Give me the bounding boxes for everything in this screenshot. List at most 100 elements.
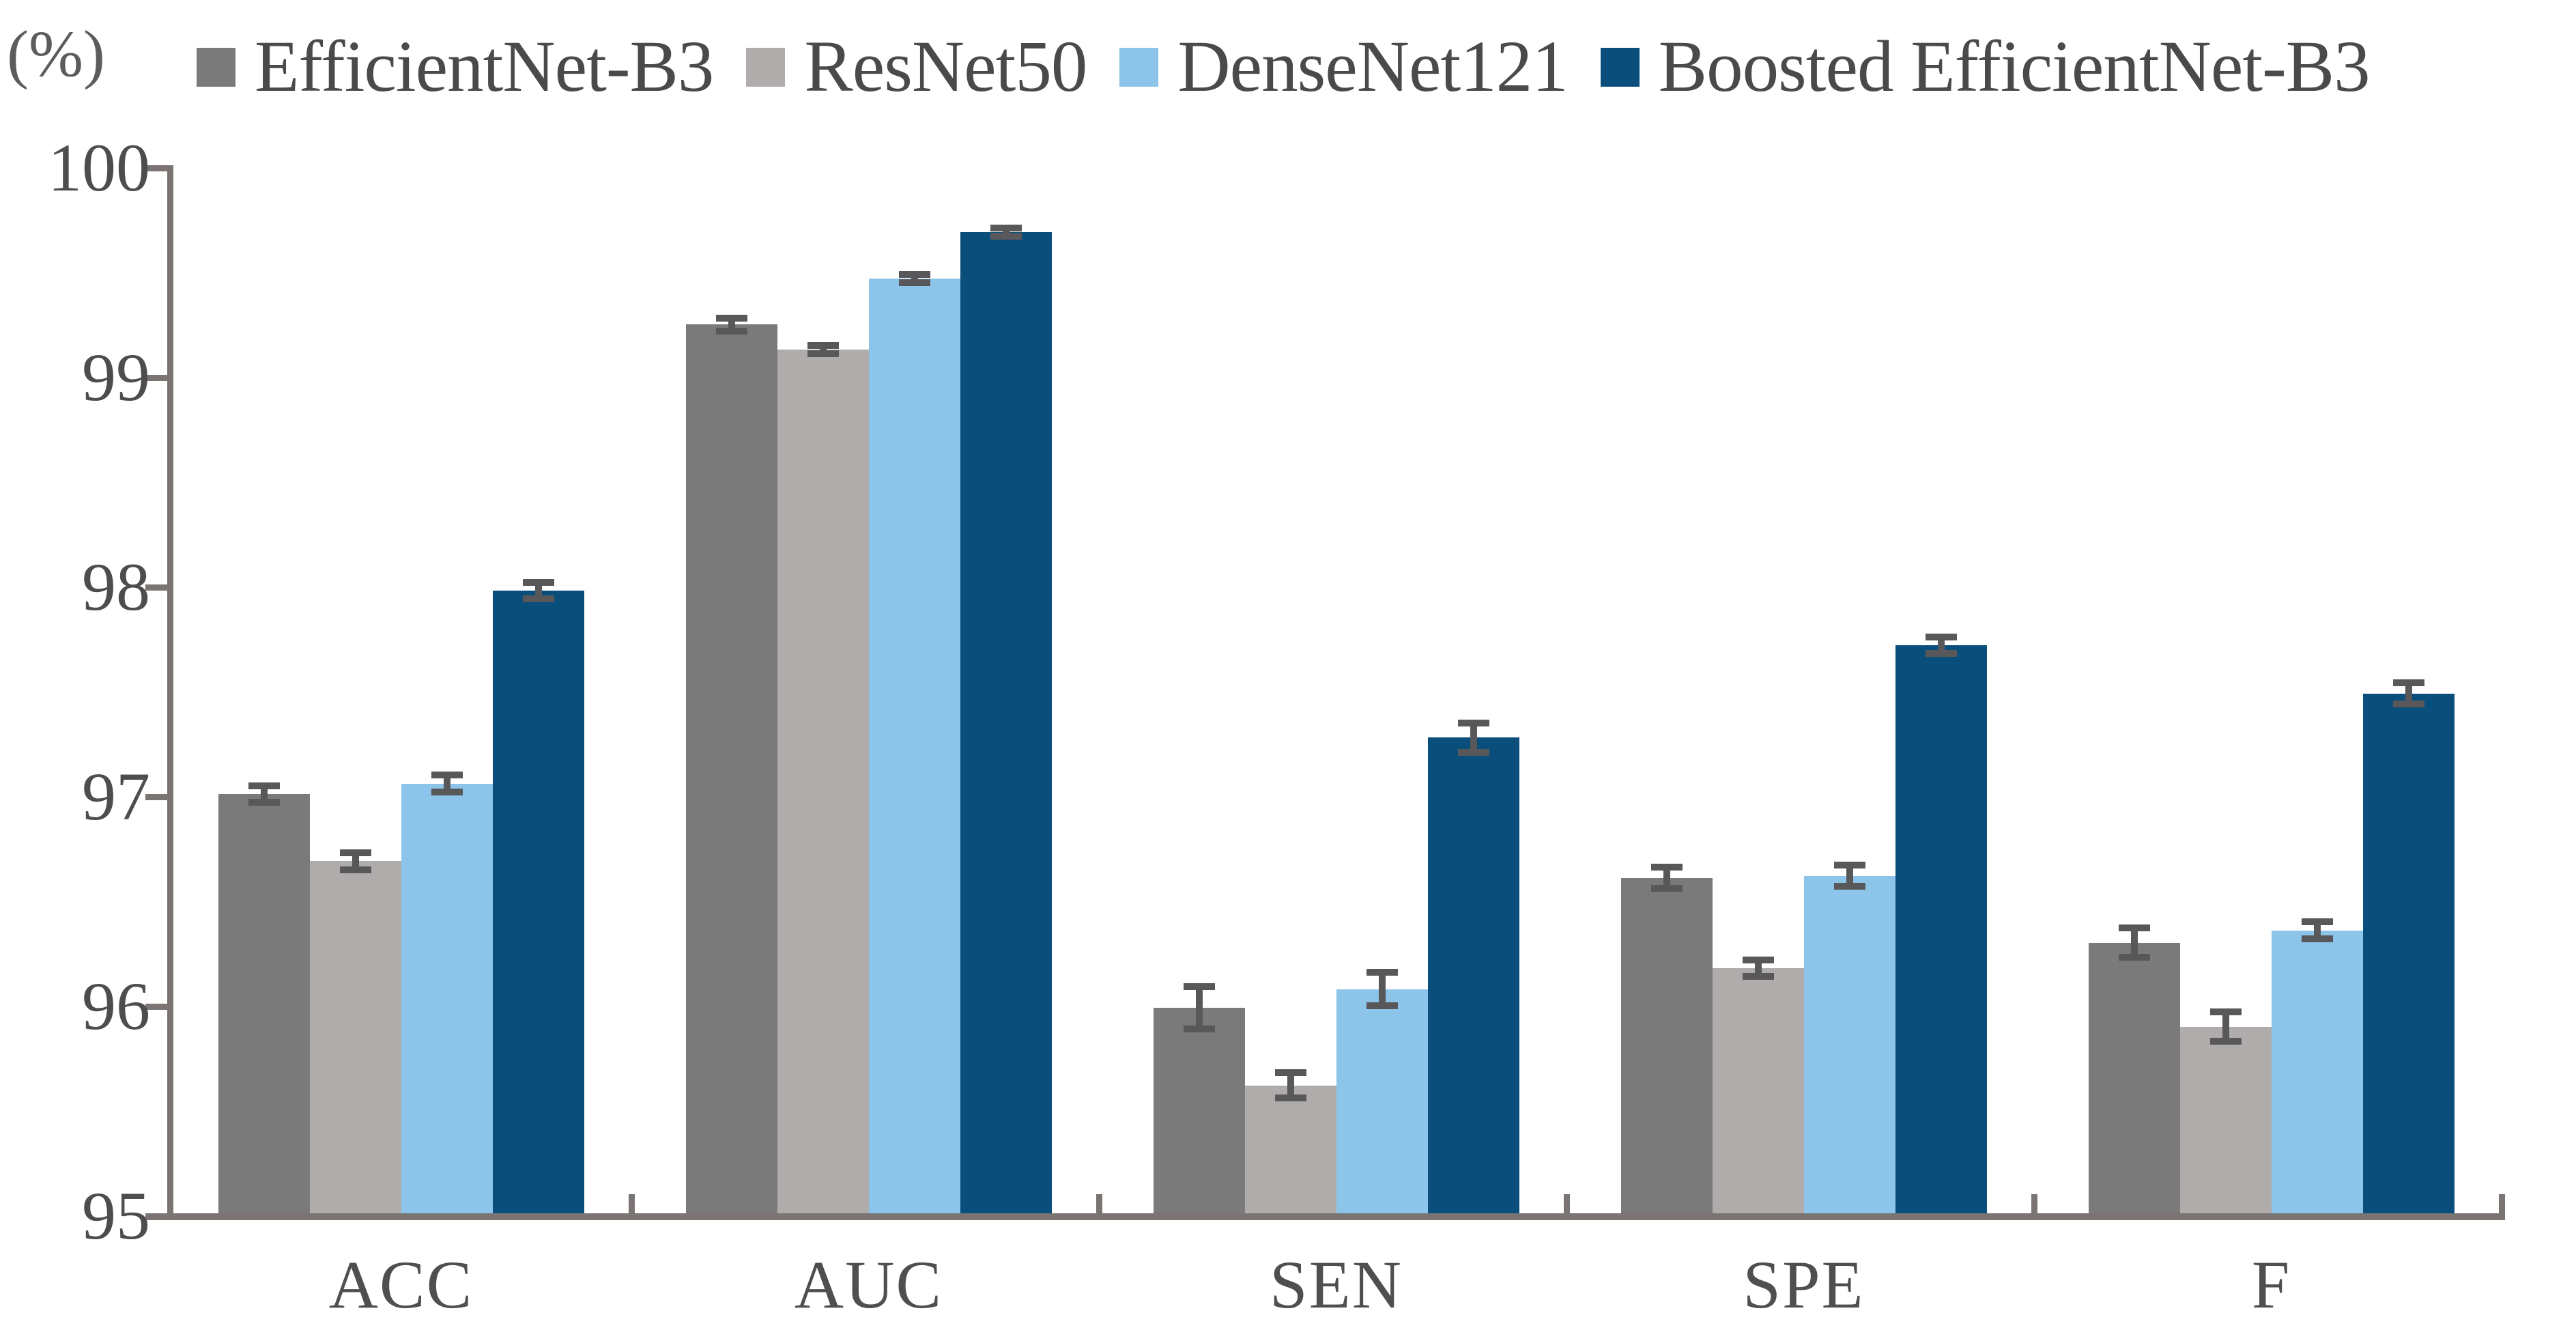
error-bar-cap-bottom <box>1925 650 1957 658</box>
error-bar-cap-top <box>1274 1069 1306 1077</box>
bar-f-boosted-efficientnet-b3 <box>2362 693 2455 1213</box>
y-axis-tick <box>145 375 167 381</box>
x-axis-boundary-tick <box>1564 1194 1570 1213</box>
error-bar-cap-bottom <box>522 595 554 603</box>
bar-spe-densenet121 <box>1803 875 1895 1213</box>
error-bar-whisker <box>1378 972 1386 1006</box>
legend-label: Boosted EfficientNet-B3 <box>1658 26 2371 107</box>
y-axis-tick-label: 98 <box>82 549 150 625</box>
bar-f-resnet50 <box>2179 1026 2272 1213</box>
x-axis-category-label: SPE <box>1743 1247 1865 1323</box>
error-bar-cap-top <box>1742 956 1774 963</box>
legend-swatch-icon <box>197 47 235 87</box>
x-axis-category-label: AUC <box>794 1247 943 1323</box>
bar-auc-densenet121 <box>868 278 960 1213</box>
x-axis-boundary-tick <box>629 1194 635 1213</box>
bar-spe-boosted-efficientnet-b3 <box>1895 645 1987 1213</box>
error-bar-cap-bottom <box>715 327 747 335</box>
error-bar-cap-top <box>1183 983 1215 991</box>
x-axis-category-label: SEN <box>1270 1247 1403 1323</box>
y-axis-tick <box>145 584 167 591</box>
legend-item-densenet121: DenseNet121 <box>1119 26 1569 107</box>
bar-acc-efficientnet-b3 <box>218 794 310 1213</box>
error-bar-whisker <box>1195 987 1203 1029</box>
x-axis-category-label: ACC <box>328 1247 474 1323</box>
error-bar-cap-bottom <box>2392 700 2424 707</box>
y-axis-tick-label: 95 <box>82 1178 150 1254</box>
error-bar-whisker <box>728 318 735 331</box>
legend-swatch-icon <box>1600 47 1640 87</box>
error-bar-whisker <box>1663 867 1670 889</box>
error-bar-cap-top <box>431 772 463 779</box>
bar-sen-efficientnet-b3 <box>1153 1008 1245 1213</box>
bar-acc-densenet121 <box>401 783 493 1213</box>
error-bar-cap-top <box>1833 862 1865 869</box>
y-axis-line <box>167 165 173 1220</box>
error-bar-cap-bottom <box>898 279 930 286</box>
x-axis-boundary-tick <box>2031 1194 2037 1213</box>
y-axis-tick-label: 97 <box>82 759 150 834</box>
error-bar-cap-bottom <box>1274 1094 1306 1102</box>
error-bar-cap-bottom <box>807 350 839 358</box>
legend-label: DenseNet121 <box>1177 26 1568 107</box>
y-axis-tick-label: 96 <box>82 968 150 1044</box>
error-bar-cap-top <box>807 342 839 350</box>
error-bar-cap-bottom <box>1457 748 1489 756</box>
x-axis-boundary-tick <box>1096 1194 1102 1213</box>
error-bar-whisker <box>1002 228 1010 237</box>
legend: EfficientNet-B3 ResNet50 DenseNet121 Booste… <box>197 25 2371 109</box>
error-bar-cap-top <box>339 849 371 856</box>
bar-spe-efficientnet-b3 <box>1620 877 1713 1213</box>
error-bar-cap-bottom <box>1742 973 1774 980</box>
x-axis-line <box>145 1213 2505 1220</box>
error-bar-cap-bottom <box>2118 954 2150 961</box>
y-axis-tick-label: 99 <box>82 339 150 415</box>
error-bar-whisker <box>260 785 268 803</box>
error-bar-whisker <box>1937 636 1945 654</box>
y-axis-tick <box>145 165 167 171</box>
error-bar-whisker <box>2130 928 2138 958</box>
error-bar-cap-top <box>1366 968 1398 976</box>
bar-acc-resnet50 <box>309 861 401 1213</box>
y-axis-tick-label: 100 <box>48 130 150 206</box>
error-bar-whisker <box>1287 1073 1294 1099</box>
legend-swatch-icon <box>1119 47 1159 87</box>
error-bar-cap-top <box>2209 1008 2242 1016</box>
error-bar-cap-bottom <box>1650 885 1683 892</box>
error-bar-whisker <box>911 274 918 283</box>
bar-sen-resnet50 <box>1244 1085 1336 1213</box>
legend-label: EfficientNet-B3 <box>255 26 714 107</box>
bar-f-densenet121 <box>2271 930 2363 1213</box>
bar-sen-densenet121 <box>1336 989 1428 1213</box>
y-axis-tick <box>145 794 167 800</box>
error-bar-cap-top <box>990 225 1022 232</box>
error-bar-cap-bottom <box>248 799 280 806</box>
legend-swatch-icon <box>746 47 786 87</box>
error-bar-whisker <box>1470 722 1477 752</box>
error-bar-cap-top <box>2118 924 2150 932</box>
error-bar-whisker <box>1846 865 1853 887</box>
legend-item-boosted-efficientnet-b3: Boosted EfficientNet-B3 <box>1600 26 2371 107</box>
error-bar-cap-bottom <box>2301 935 2333 942</box>
error-bar-cap-top <box>1650 864 1683 871</box>
error-bar-whisker <box>819 345 827 354</box>
error-bar-cap-top <box>248 782 280 789</box>
bar-f-efficientnet-b3 <box>2088 942 2180 1213</box>
legend-item-efficientnet-b3: EfficientNet-B3 <box>197 26 714 107</box>
bar-auc-boosted-efficientnet-b3 <box>960 232 1052 1213</box>
y-axis-unit-label: (%) <box>7 17 105 90</box>
error-bar-cap-bottom <box>2209 1038 2242 1045</box>
error-bar-cap-bottom <box>1366 1002 1398 1010</box>
error-bar-cap-bottom <box>339 866 371 873</box>
bar-auc-efficientnet-b3 <box>685 324 777 1213</box>
error-bar-cap-bottom <box>1183 1025 1215 1032</box>
bar-auc-resnet50 <box>777 350 869 1213</box>
error-bar-whisker <box>352 852 359 870</box>
error-bar-whisker <box>534 582 542 599</box>
y-axis-tick <box>145 1004 167 1010</box>
bar-spe-resnet50 <box>1712 967 1804 1213</box>
legend-item-resnet50: ResNet50 <box>746 30 1087 104</box>
error-bar-cap-top <box>898 270 930 278</box>
